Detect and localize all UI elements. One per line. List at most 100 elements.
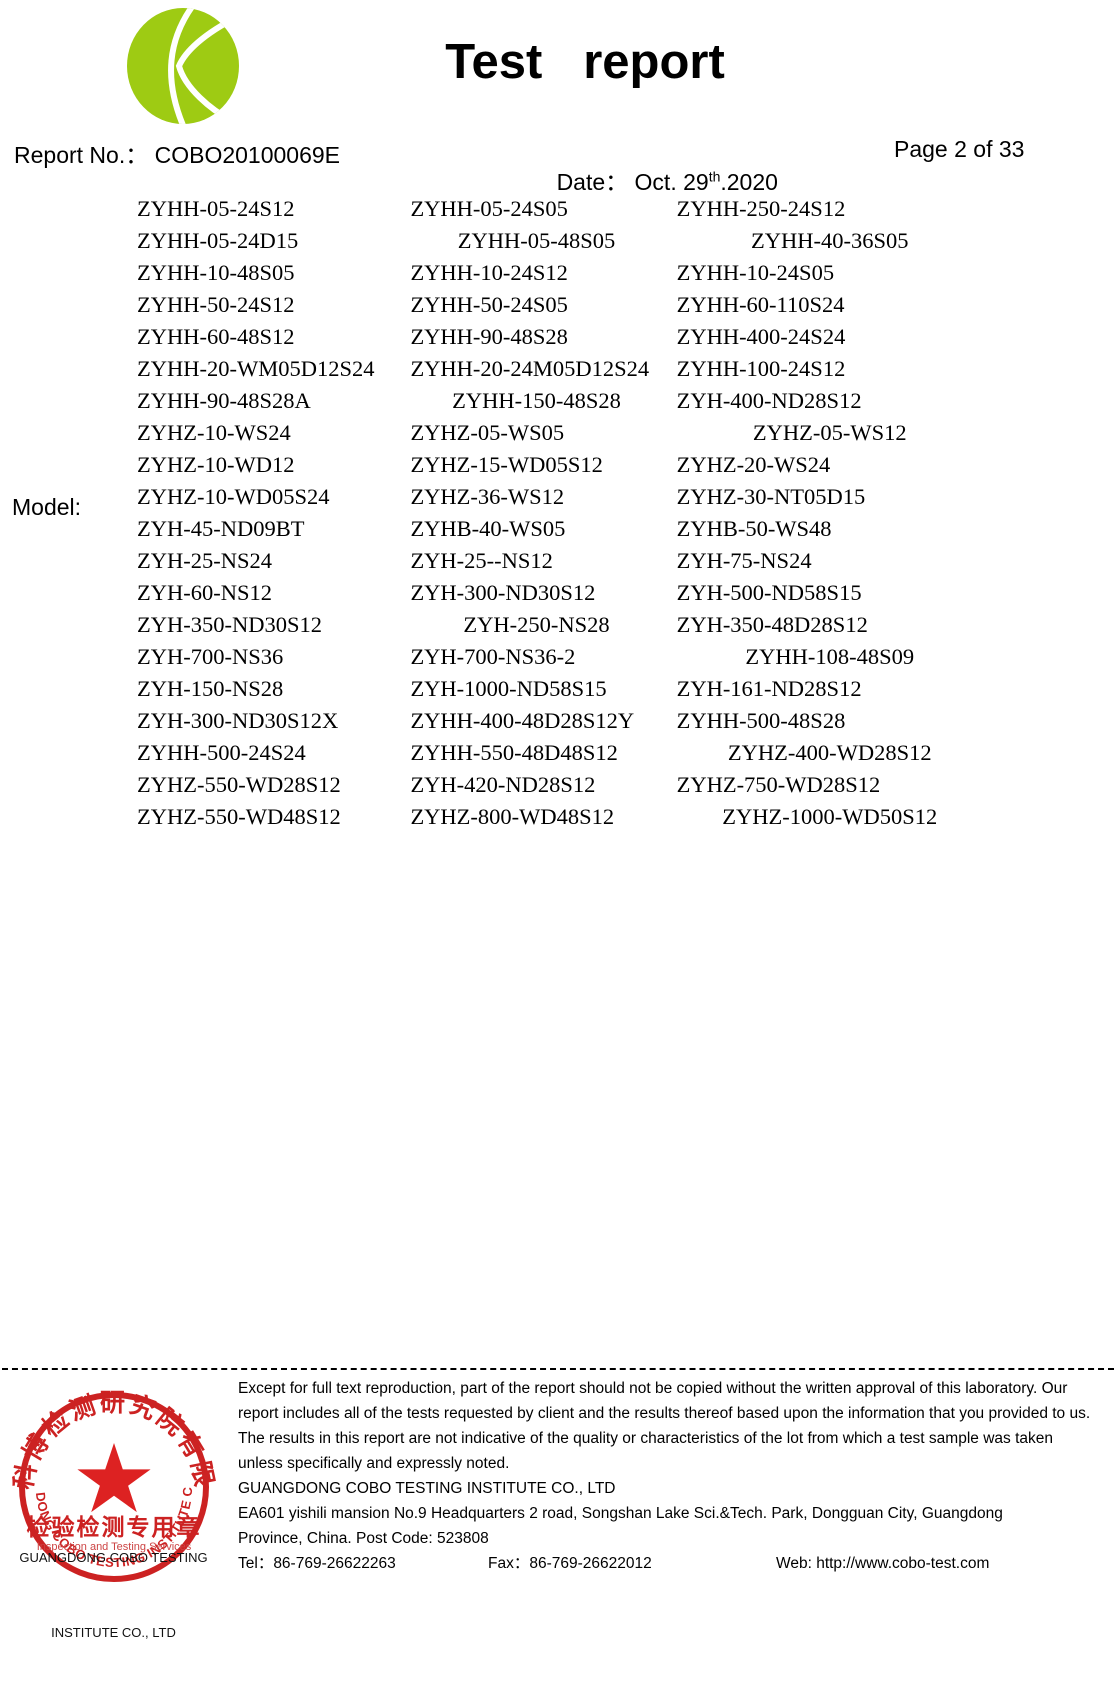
model-cell: ZYHH-60-110S24 [676,292,845,317]
model-cell: ZYHZ-400-WD28S12 [727,740,932,765]
model-cell: ZYH-250-NS28 [463,612,610,637]
model-cell: ZYHZ-36-WS12 [410,484,565,509]
table-row: ZYHZ-10-WS24 ZYHZ-05-WS05 ZYHZ-05-WS12 [130,417,990,449]
model-cell: ZYHH-10-48S05 [137,260,295,285]
model-label: Model: [12,494,82,520]
table-row: ZYH-60-NS12 ZYH-300-ND30S12 ZYH-500-ND58… [130,577,990,609]
table-row: ZYH-350-ND30S12 ZYH-250-NS28 ZYH-350-48D… [130,609,990,641]
model-cell: ZYHZ-550-WD48S12 [137,804,341,829]
model-cell: ZYHH-400-48D28S12Y [410,708,635,733]
report-date-prefix: Date： Oct. 29 [556,169,709,195]
report-date-suffix: .2020 [720,169,778,195]
model-cell: ZYHH-05-24D15 [137,228,299,253]
table-row: ZYHH-05-24D15 ZYHH-05-48S05 ZYHH-40-36S0… [130,225,990,257]
table-row: ZYH-150-NS28 ZYH-1000-ND58S15 ZYH-161-ND… [130,673,990,705]
model-cell: ZYHH-90-48S28 [410,324,568,349]
model-cell: ZYH-350-48D28S12 [676,612,868,637]
report-date-ordinal: th [708,168,721,185]
model-cell: ZYHH-40-36S05 [751,228,909,253]
model-list-table: ZYHH-05-24S12 ZYHH-05-24S05 ZYHH-250-24S… [130,193,990,833]
table-row: ZYH-700-NS36 ZYH-700-NS36-2 ZYHH-108-48S… [130,641,990,673]
table-row: ZYHH-50-24S12 ZYHH-50-24S05 ZYHH-60-110S… [130,289,990,321]
model-cell: ZYH-700-NS36-2 [410,644,576,669]
model-cell: ZYHH-100-24S12 [676,356,846,381]
footer-website: Web: http://www.cobo-test.com [776,1555,990,1572]
model-cell: ZYH-60-NS12 [137,580,272,605]
model-cell: ZYHH-05-48S05 [457,228,616,253]
model-cell: ZYHH-90-48S28A [137,388,311,413]
model-cell: ZYH-400-ND28S12 [676,388,862,413]
table-row: ZYHZ-550-WD48S12 ZYHZ-800-WD48S12 ZYHZ-1… [130,801,990,833]
company-seal-stamp: 广东科博检测研究院有限公司 GUANGDONG COBO TESTING INS… [10,1383,217,1640]
report-number: Report No.： COBO20100069E [14,142,341,168]
table-row: ZYH-45-ND09BT ZYHB-40-WS05 ZYHB-50-WS48 [130,513,990,545]
footer-contact-row: Tel：86-769-26622263 Fax：86-769-26622012 … [238,1551,1104,1576]
model-cell: ZYHH-20-WM05D12S24 [137,356,375,381]
footer-block: Except for full text reproduction, part … [238,1376,1104,1576]
model-cell: ZYHZ-10-WS24 [137,420,291,445]
model-cell: ZYHH-10-24S12 [410,260,568,285]
model-cell: ZYH-700-NS36 [137,644,284,669]
model-cell: ZYH-25-NS24 [137,548,272,573]
model-cell: ZYH-45-ND09BT [137,516,305,541]
svg-text:检验检测专用章: 检验检测专用章 [27,1514,202,1541]
model-cell: ZYHH-10-24S05 [676,260,835,285]
stamp-overlay-line: INSTITUTE CO., LTD [51,1625,176,1640]
model-cell: ZYHZ-20-WS24 [676,452,831,477]
model-cell: ZYH-75-NS24 [676,548,812,573]
document-header: Test report [0,0,1116,132]
model-cell: ZYHZ-10-WD05S24 [137,484,330,509]
model-cell: ZYHH-500-48S28 [676,708,846,733]
footer-disclaimer-line: Except for full text reproduction, part … [238,1380,1068,1397]
table-row: ZYHH-05-24S12 ZYHH-05-24S05 ZYHH-250-24S… [130,193,990,225]
model-cell: ZYHZ-750-WD28S12 [676,772,881,797]
model-cell: ZYHB-40-WS05 [410,516,566,541]
table-row: ZYHH-20-WM05D12S24 ZYHH-20-24M05D12S24 Z… [130,353,990,385]
footer-disclaimer-line: unless specifically and expressly noted. [238,1455,510,1472]
model-cell: ZYHH-108-48S09 [745,644,915,669]
report-meta-row: Report No.： COBO20100069E Date： Oct. 29t… [0,136,1116,195]
model-cell: ZYH-161-ND28S12 [676,676,862,701]
model-cell: ZYHH-60-48S12 [137,324,295,349]
page-number: Page 2 of 33 [894,136,1025,162]
model-cell: ZYHH-05-24S05 [410,196,568,221]
model-cell: ZYHH-50-24S05 [410,292,568,317]
model-cell: ZYHZ-15-WD05S12 [410,452,603,477]
report-date: Date： Oct. 29th.2020 [531,136,778,224]
table-row: ZYHZ-10-WD05S24 ZYHZ-36-WS12 ZYHZ-30-NT0… [130,481,990,513]
model-cell: ZYH-420-ND28S12 [410,772,596,797]
model-cell: ZYHZ-800-WD48S12 [410,804,615,829]
model-cell: ZYHH-05-24S12 [137,196,295,221]
model-list-body: ZYHH-05-24S12 ZYHH-05-24S05 ZYHH-250-24S… [130,193,990,833]
footer-address-line: Province, China. Post Code: 523808 [238,1530,489,1547]
table-row: ZYHH-10-48S05 ZYHH-10-24S12 ZYHH-10-24S0… [130,257,990,289]
page-title: Test report [445,35,725,89]
table-row: ZYHZ-10-WD12 ZYHZ-15-WD05S12 ZYHZ-20-WS2… [130,449,990,481]
model-cell: ZYHH-500-24S24 [137,740,306,765]
model-cell: ZYHZ-10-WD12 [137,452,295,477]
svg-text:Inspection and Testing Service: Inspection and Testing Services [37,1541,192,1553]
table-row: ZYHZ-550-WD28S12 ZYH-420-ND28S12 ZYHZ-75… [130,769,990,801]
footer-disclaimer-line: report includes all of the tests request… [238,1405,1091,1422]
cobo-leaf-logo [119,6,247,126]
table-row: ZYH-25-NS24 ZYH-25--NS12 ZYH-75-NS24 [130,545,990,577]
stamp-overlay-text: GUANGDONG COBO TESTING INSTITUTE CO., LT… [10,1495,217,1695]
model-cell: ZYH-300-ND30S12 [410,580,596,605]
table-row: ZYHH-500-24S24 ZYHH-550-48D48S12 ZYHZ-40… [130,737,990,769]
model-cell: ZYHH-400-24S24 [676,324,846,349]
model-cell: ZYH-150-NS28 [137,676,284,701]
model-cell: ZYHZ-550-WD28S12 [137,772,341,797]
footer-disclaimer-line: The results in this report are not indic… [238,1430,1053,1447]
table-row: ZYHH-90-48S28A ZYHH-150-48S28 ZYH-400-ND… [130,385,990,417]
model-cell: ZYHH-20-24M05D12S24 [410,356,650,381]
model-cell: ZYH-500-ND58S15 [676,580,862,605]
model-cell: ZYHZ-30-NT05D15 [676,484,866,509]
model-cell: ZYHH-150-48S28 [452,388,621,413]
table-row: ZYHH-60-48S12 ZYHH-90-48S28 ZYHH-400-24S… [130,321,990,353]
model-cell: ZYHZ-05-WS05 [410,420,565,445]
model-cell: ZYH-300-ND30S12X [137,708,339,733]
model-cell: ZYH-350-ND30S12 [137,612,322,637]
footer-address-line: EA601 yishili mansion No.9 Headquarters … [238,1505,1003,1522]
table-row: ZYH-300-ND30S12X ZYHH-400-48D28S12Y ZYHH… [130,705,990,737]
model-cell: ZYHH-50-24S12 [137,292,295,317]
